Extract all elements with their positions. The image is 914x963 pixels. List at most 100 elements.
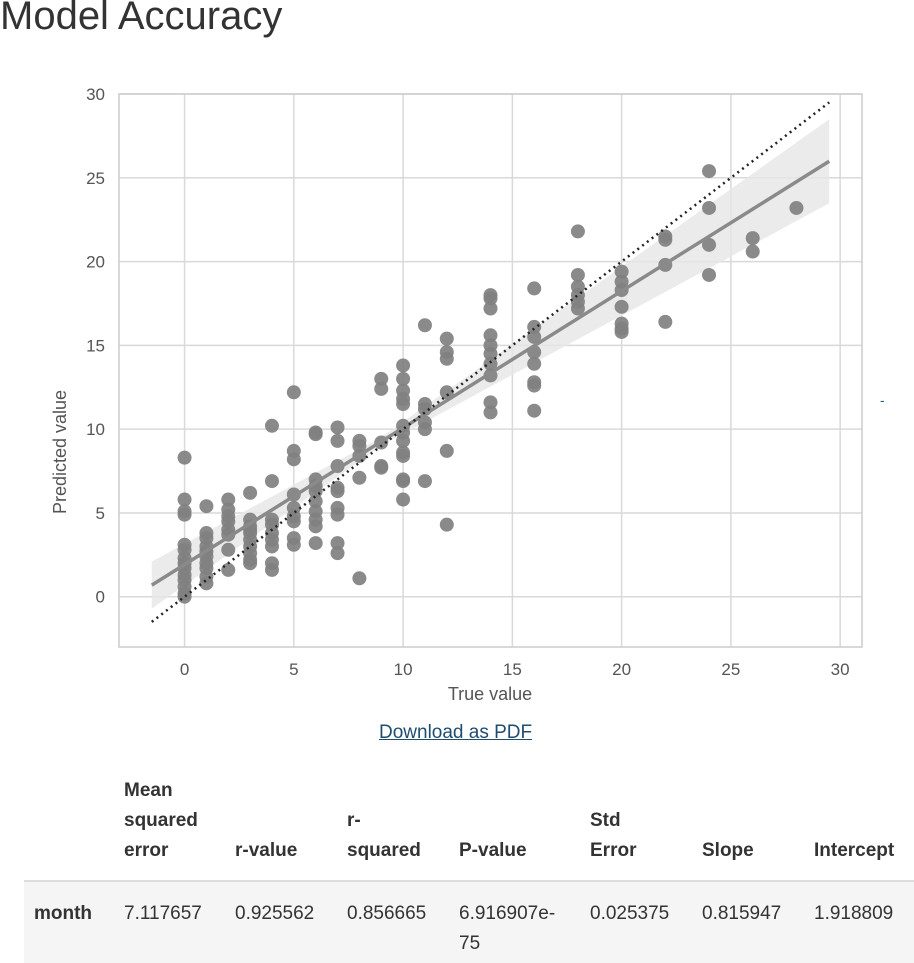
header-line: Mean [124, 780, 173, 801]
data-point [374, 381, 389, 396]
chart-grid [118, 93, 863, 648]
x-tick-label: 5 [289, 660, 298, 679]
y-tick-label: 15 [86, 336, 105, 355]
header-line: error [124, 840, 169, 861]
data-point [352, 470, 367, 485]
data-point [199, 499, 214, 514]
data-point [483, 356, 498, 371]
data-point [330, 546, 345, 561]
x-tick-label: 0 [180, 660, 189, 679]
col-header-r-value: r-value [235, 776, 347, 882]
data-point [330, 484, 345, 499]
x-tick-label: 25 [721, 660, 740, 679]
data-point [286, 452, 301, 467]
data-point [330, 420, 345, 435]
data-point [483, 405, 498, 420]
data-point [352, 571, 367, 586]
data-point [702, 200, 717, 215]
col-header-slope: Slope [702, 776, 814, 882]
data-point [483, 291, 498, 306]
data-point [527, 356, 542, 371]
col-header-intercept: Intercept [814, 776, 914, 882]
scatter-chart: 0 5 10 15 20 25 30 0 5 10 15 20 25 30 True value Pred… [50, 85, 863, 704]
header-line: Intercept [814, 840, 895, 861]
data-point [308, 427, 323, 442]
data-point [264, 418, 279, 433]
regression-line [150, 159, 831, 587]
data-point [614, 299, 629, 314]
data-point [570, 267, 585, 282]
data-point [396, 433, 411, 448]
data-point [286, 537, 301, 552]
y-tick-label: 20 [86, 253, 105, 272]
header-line: squared [124, 810, 198, 831]
data-point [243, 485, 258, 500]
col-header-mse: Mean squared error [124, 776, 235, 882]
fit-lines [150, 101, 831, 623]
data-point [177, 450, 192, 465]
data-point [396, 448, 411, 463]
x-tick-label: 10 [394, 660, 413, 679]
data-point [417, 474, 432, 489]
data-point [221, 562, 236, 577]
stats-header-row: Mean squared error r-value r- squared P-… [24, 776, 914, 882]
y-tick-label: 25 [86, 169, 105, 188]
data-point [527, 403, 542, 418]
header-line: squared [347, 840, 421, 861]
header-line: Std [590, 810, 621, 831]
header-line: Slope [702, 840, 754, 861]
data-point [483, 395, 498, 410]
data-point [264, 562, 279, 577]
row-label: month [24, 880, 124, 963]
data-point [789, 200, 804, 215]
data-point [417, 318, 432, 333]
r-value-value: 0.925562 [235, 880, 347, 963]
data-point [614, 264, 629, 279]
data-point [396, 371, 411, 386]
data-point [308, 519, 323, 534]
data-point [570, 301, 585, 316]
download-pdf-link[interactable]: Download as PDF [379, 722, 533, 743]
x-tick-label: 20 [612, 660, 631, 679]
stats-table: Mean squared error r-value r- squared P-… [24, 776, 914, 963]
data-point [396, 358, 411, 373]
data-point [745, 231, 760, 246]
data-point [177, 507, 192, 522]
page-title: Model Accuracy [0, 0, 283, 38]
header-line: P-value [459, 840, 527, 861]
data-point [439, 331, 454, 346]
x-tick-label: 30 [831, 660, 850, 679]
data-point [702, 237, 717, 252]
data-point [439, 517, 454, 532]
header-line: r- [347, 810, 361, 831]
data-point [439, 351, 454, 366]
plot-frame [118, 93, 863, 648]
table-row: month 7.117657 0.925562 0.856665 6.91690… [24, 880, 914, 963]
data-point [374, 371, 389, 386]
col-header-std-error: Std Error [590, 776, 702, 882]
data-point [702, 164, 717, 179]
y-tick-label: 5 [96, 504, 105, 523]
data-point [702, 267, 717, 282]
data-point [439, 385, 454, 400]
data-point [614, 324, 629, 339]
col-header-p-value: P-value [459, 776, 590, 882]
data-point [308, 494, 323, 509]
data-point [745, 244, 760, 259]
corner-header [24, 776, 124, 882]
y-axis-label: Predicted value [50, 390, 70, 514]
y-tick-label: 10 [86, 420, 105, 439]
data-point [264, 474, 279, 489]
p-value-value: 6.916907e-75 [459, 880, 590, 963]
data-point [396, 474, 411, 489]
data-point [417, 422, 432, 437]
data-point [439, 443, 454, 458]
data-point [330, 507, 345, 522]
data-point [483, 301, 498, 316]
data-point [199, 569, 214, 584]
data-point [527, 378, 542, 393]
data-point [286, 385, 301, 400]
data-point [177, 492, 192, 507]
data-point [221, 542, 236, 557]
data-point [527, 281, 542, 296]
